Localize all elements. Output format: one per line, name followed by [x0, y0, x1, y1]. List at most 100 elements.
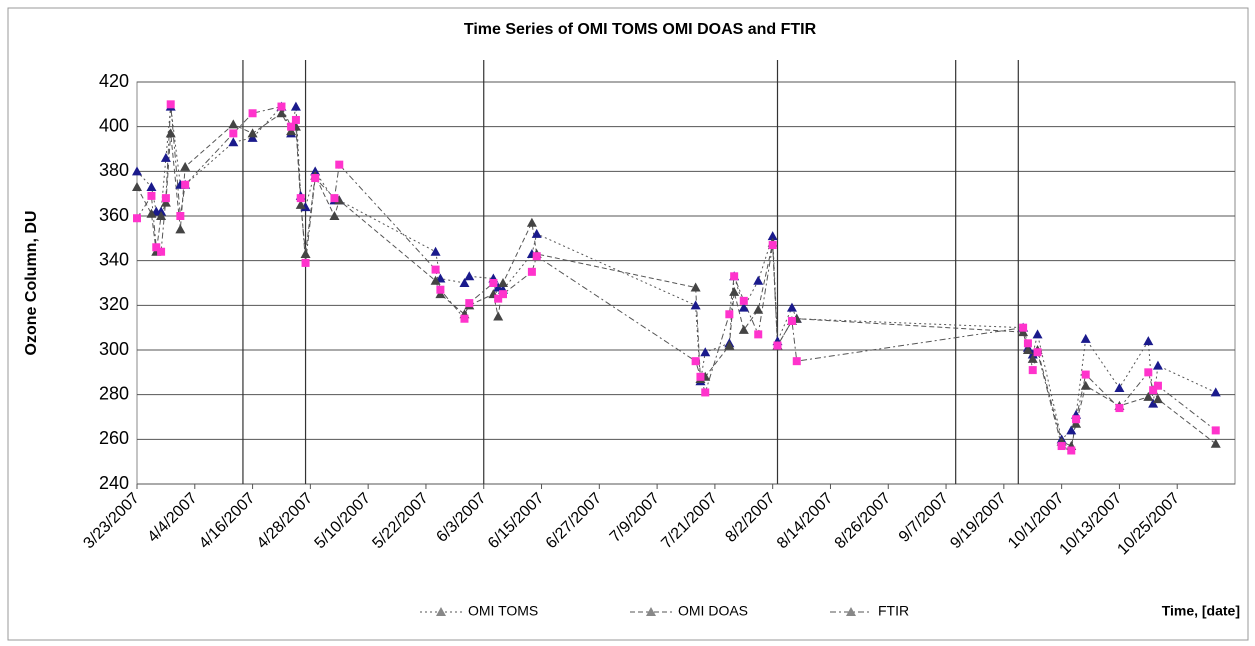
data-point — [753, 304, 764, 314]
x-tick-label: 4/28/2007 — [254, 490, 316, 552]
data-point — [335, 160, 344, 169]
legend-marker — [846, 607, 856, 616]
data-point — [691, 357, 700, 366]
chart-frame — [7, 7, 1249, 641]
data-point — [1143, 336, 1154, 346]
data-point — [248, 109, 257, 118]
data-point — [739, 296, 748, 305]
data-point — [276, 108, 287, 118]
data-point — [690, 282, 701, 292]
data-point — [767, 231, 778, 241]
data-point — [1115, 404, 1124, 413]
data-point — [465, 299, 474, 308]
data-point — [247, 128, 258, 138]
data-point — [1033, 348, 1042, 357]
data-point — [161, 194, 170, 203]
data-point — [464, 271, 475, 281]
data-point — [133, 214, 141, 223]
data-point — [146, 208, 157, 218]
data-point — [430, 246, 441, 256]
x-tick-label: 3/23/2007 — [80, 490, 142, 552]
data-point — [175, 224, 186, 234]
data-point — [493, 311, 504, 321]
data-point — [160, 152, 171, 162]
data-point — [499, 290, 507, 299]
data-point — [329, 211, 340, 220]
x-tick-label: 8/14/2007 — [774, 490, 836, 552]
data-point — [724, 340, 735, 350]
data-point — [526, 217, 537, 227]
data-point — [1019, 323, 1028, 332]
y-tick-label: 380 — [99, 160, 129, 180]
y-tick-label: 240 — [99, 473, 129, 493]
x-tick-label: 7/21/2007 — [658, 490, 720, 552]
series-line — [136, 104, 1217, 452]
data-point — [527, 267, 536, 276]
y-tick-label: 280 — [99, 383, 129, 403]
data-point — [287, 122, 296, 131]
legend-marker — [436, 607, 446, 616]
data-point — [291, 115, 300, 124]
y-tick-label: 260 — [99, 428, 129, 448]
data-point — [1081, 370, 1090, 379]
y-tick-label: 420 — [99, 71, 129, 91]
x-tick-label: 10/1/2007 — [1005, 490, 1067, 552]
data-point — [787, 316, 796, 325]
series-line — [136, 112, 1217, 447]
data-point — [1072, 415, 1081, 424]
data-point — [1032, 329, 1043, 339]
data-point — [700, 347, 711, 357]
data-point — [1067, 446, 1076, 455]
data-point — [296, 194, 305, 203]
y-tick-label: 360 — [99, 205, 129, 225]
data-point — [1114, 382, 1125, 392]
data-point — [459, 278, 470, 287]
data-point — [1153, 381, 1162, 390]
data-point — [1066, 425, 1077, 435]
y-tick-label: 300 — [99, 339, 129, 359]
y-tick-label: 340 — [99, 249, 129, 269]
data-point — [147, 191, 156, 200]
data-point — [180, 161, 191, 171]
data-point — [176, 212, 185, 220]
data-point — [152, 243, 161, 252]
data-point — [792, 357, 801, 366]
data-point — [295, 199, 306, 209]
x-tick-label: 10/25/2007 — [1114, 490, 1183, 559]
data-point — [690, 300, 701, 310]
data-point — [1080, 333, 1091, 343]
data-point — [786, 302, 797, 312]
data-point — [156, 211, 167, 220]
x-tick-label: 8/26/2007 — [832, 490, 894, 552]
data-point — [157, 247, 166, 256]
x-tick-label: 6/27/2007 — [543, 490, 605, 552]
data-point — [768, 241, 777, 250]
data-point — [430, 275, 441, 285]
data-point — [1143, 391, 1154, 401]
data-point — [725, 310, 734, 319]
data-point — [132, 181, 142, 191]
data-point — [301, 258, 310, 267]
data-point — [1152, 360, 1163, 370]
x-tick-label: 7/9/2007 — [607, 490, 663, 546]
data-point — [738, 302, 749, 312]
x-tick-label: 5/10/2007 — [312, 490, 374, 552]
data-point — [228, 137, 239, 147]
data-point — [729, 286, 740, 296]
data-point — [1152, 394, 1163, 404]
data-point — [1210, 387, 1221, 397]
data-point — [696, 372, 705, 381]
x-tick-label: 9/19/2007 — [947, 490, 1009, 552]
x-tick-label: 4/4/2007 — [145, 490, 201, 546]
y-tick-label: 320 — [99, 294, 129, 314]
y-tick-label: 400 — [99, 115, 129, 135]
data-point — [1210, 438, 1221, 448]
data-point — [330, 194, 339, 203]
data-point — [1057, 442, 1066, 451]
data-point — [754, 330, 763, 339]
legend-label: OMI DOAS — [678, 603, 748, 619]
data-point — [165, 128, 176, 138]
data-point — [431, 265, 440, 274]
